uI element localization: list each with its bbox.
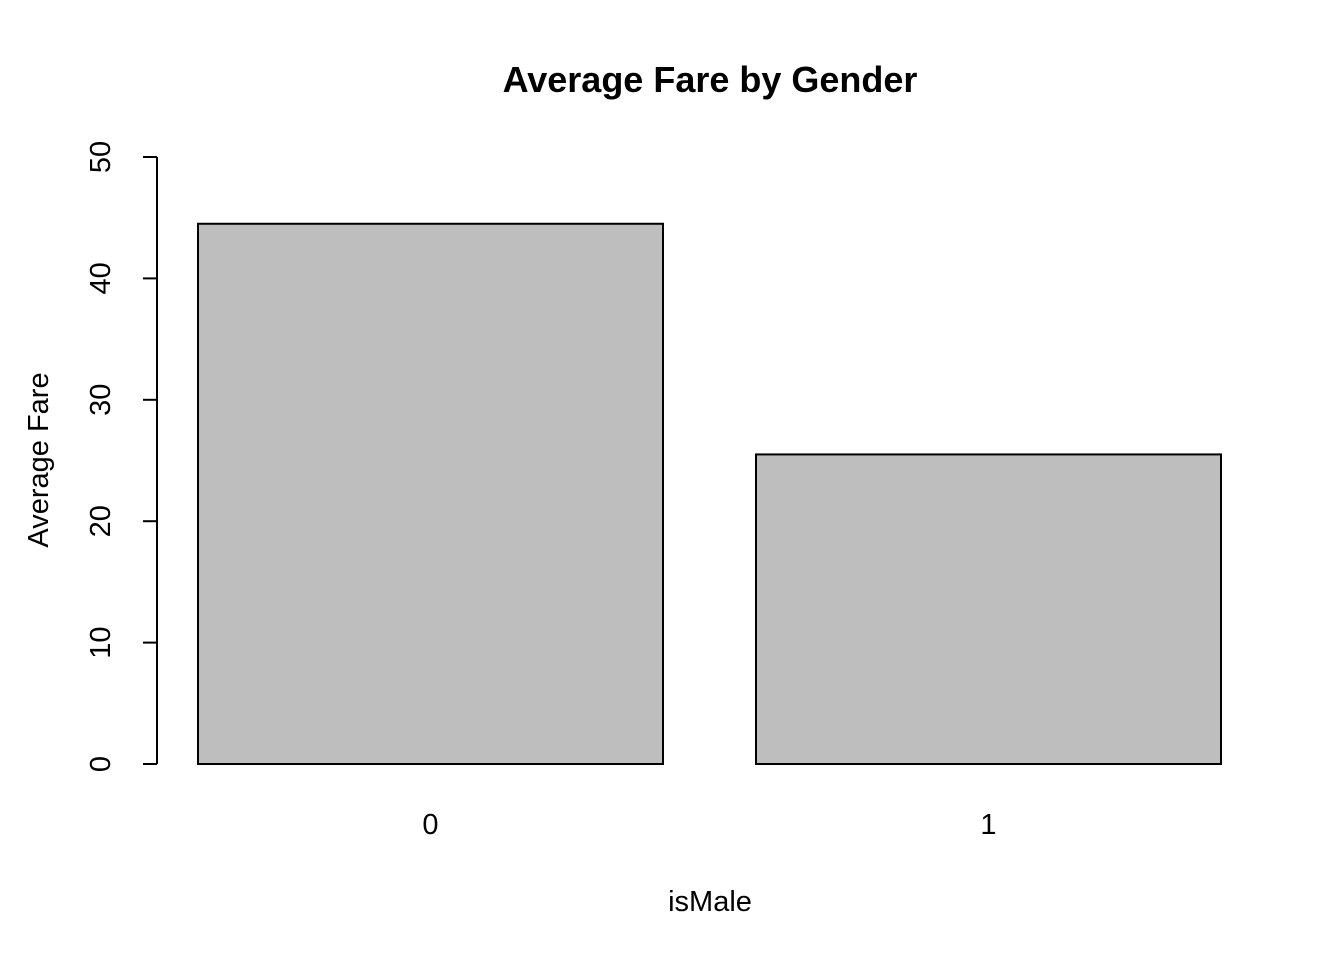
x-tick-label-0: 0 <box>422 809 438 841</box>
y-tick-label-40: 40 <box>85 262 117 294</box>
y-axis-ticks: 0 10 20 30 40 50 <box>85 141 157 772</box>
bar-0 <box>197 222 664 765</box>
bars-layer <box>197 222 1222 765</box>
y-tick-label-20: 20 <box>85 505 117 537</box>
y-tick-label-50: 50 <box>85 141 117 173</box>
x-tick-label-1: 1 <box>980 809 996 841</box>
x-axis-label: isMale <box>668 886 752 918</box>
y-tick-label-30: 30 <box>85 384 117 416</box>
bar-1 <box>755 453 1222 765</box>
y-tick-label-0: 0 <box>85 756 117 772</box>
chart-title: Average Fare by Gender <box>503 59 918 100</box>
y-axis-label: Average Fare <box>23 372 55 547</box>
y-tick-label-10: 10 <box>85 626 117 658</box>
